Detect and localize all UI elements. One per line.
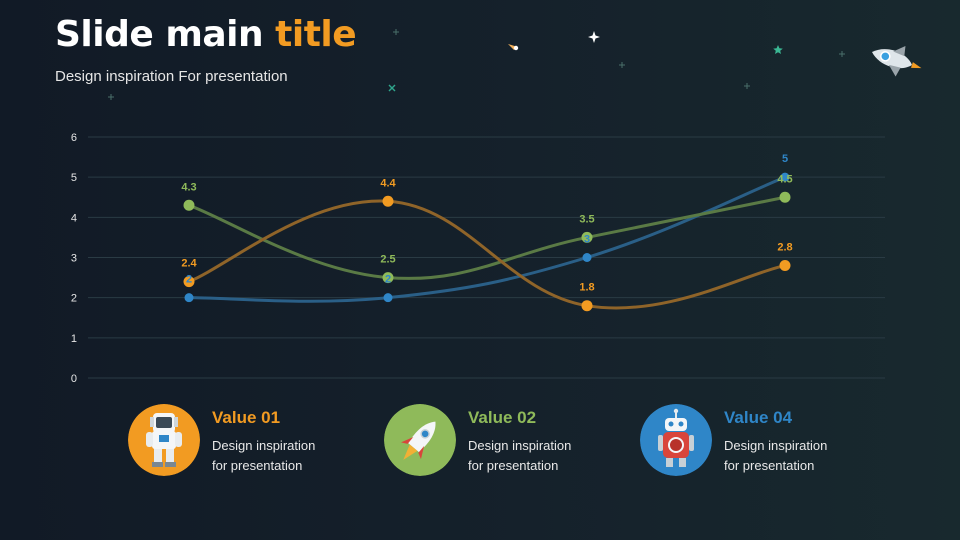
data-label: 4.5 xyxy=(777,173,792,185)
data-point xyxy=(382,272,394,284)
chart-points xyxy=(183,172,791,312)
value-card-2: Value 02 Design inspiration for presenta… xyxy=(384,404,614,476)
comet-icon xyxy=(508,44,519,51)
data-label: 4.3 xyxy=(181,181,196,193)
card-description-line: for presentation xyxy=(212,458,303,473)
card-description: Design inspiration for presentation xyxy=(724,436,874,476)
robot-icon xyxy=(640,404,712,476)
data-point xyxy=(581,300,593,312)
data-label: 3.5 xyxy=(579,213,594,225)
card-title: Value 02 xyxy=(468,408,537,427)
card-description: Design inspiration for presentation xyxy=(212,436,362,476)
spaceship-icon xyxy=(872,46,922,77)
data-label: 2.8 xyxy=(777,242,792,254)
card-title: Value 04 xyxy=(724,408,793,427)
data-label: 2 xyxy=(186,274,192,286)
y-tick-label: 6 xyxy=(71,132,77,144)
data-point xyxy=(582,253,592,262)
title-main: Slide main xyxy=(55,14,264,55)
data-point xyxy=(581,231,593,243)
astronaut-icon xyxy=(128,404,200,476)
card-description-line: Design inspiration xyxy=(212,438,316,453)
value-card-3: Value 04 Design inspiration for presenta… xyxy=(640,404,870,476)
data-label: 2.4 xyxy=(181,258,197,270)
data-point xyxy=(183,276,195,288)
card-description-line: Design inspiration xyxy=(468,438,572,453)
card-description-line: for presentation xyxy=(468,458,559,473)
title-accent: title xyxy=(275,14,357,55)
data-label: 4.4 xyxy=(380,177,396,189)
data-label: 2.5 xyxy=(380,254,395,266)
data-point xyxy=(779,191,791,203)
y-axis: 0 1 2 3 4 5 6 xyxy=(71,132,77,385)
chart-data-labels: 2 2 3 5 4.3 2.5 3.5 4.5 2.4 4.4 1.8 2.8 xyxy=(181,153,792,294)
star-icon xyxy=(588,31,600,43)
card-title: Value 01 xyxy=(212,408,281,427)
y-tick-label: 1 xyxy=(71,333,77,345)
rocket-icon xyxy=(384,404,456,476)
series-line xyxy=(187,199,787,310)
chart-grid xyxy=(88,136,885,379)
data-point xyxy=(779,260,791,272)
data-label: 3 xyxy=(584,234,590,246)
series-line xyxy=(187,195,787,280)
data-label: 1.8 xyxy=(579,282,594,294)
y-tick-label: 2 xyxy=(71,293,77,305)
sparkle-icon xyxy=(108,29,845,100)
page-title: Slide main title xyxy=(55,14,357,55)
data-point xyxy=(382,195,394,207)
y-tick-label: 0 xyxy=(71,373,77,385)
page-subtitle: Design inspiration For presentation xyxy=(55,68,288,85)
card-description: Design inspiration for presentation xyxy=(468,436,618,476)
y-tick-label: 5 xyxy=(71,172,77,184)
sparkle-icon xyxy=(388,84,396,92)
data-point xyxy=(184,293,194,303)
data-label: 2 xyxy=(385,274,391,286)
data-label: 5 xyxy=(782,153,788,165)
value-card-1: Value 01 Design inspiration for presenta… xyxy=(128,404,358,476)
star-icon xyxy=(773,45,783,54)
y-tick-label: 4 xyxy=(71,212,77,224)
chart-lines xyxy=(187,175,787,310)
card-description-line: for presentation xyxy=(724,458,815,473)
y-tick-label: 3 xyxy=(71,253,77,265)
series-line xyxy=(187,175,787,303)
data-point xyxy=(780,172,790,182)
card-description-line: Design inspiration xyxy=(724,438,828,453)
data-point xyxy=(183,199,195,211)
data-point xyxy=(383,293,393,303)
